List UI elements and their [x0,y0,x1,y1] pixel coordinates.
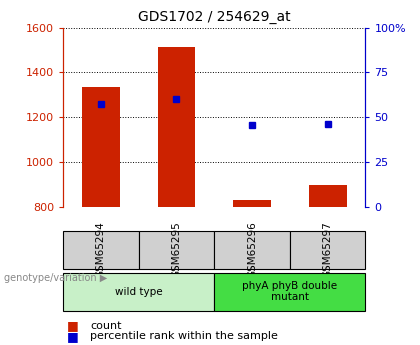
Bar [139,231,214,269]
Bar [63,273,214,310]
Text: GSM65294: GSM65294 [96,222,106,278]
Bar [63,231,139,269]
Text: ■: ■ [67,319,79,333]
Text: count: count [90,321,122,331]
Text: wild type: wild type [115,287,163,296]
Text: percentile rank within the sample: percentile rank within the sample [90,332,278,341]
Bar [290,231,365,269]
Bar [214,231,290,269]
Text: GSM65296: GSM65296 [247,222,257,278]
Text: phyA phyB double
mutant: phyA phyB double mutant [242,281,337,302]
Title: GDS1702 / 254629_at: GDS1702 / 254629_at [138,10,291,24]
Bar [233,200,271,207]
Text: ■: ■ [67,330,79,343]
Bar [309,185,346,207]
Text: genotype/variation ▶: genotype/variation ▶ [4,273,108,283]
Bar [158,47,195,207]
Text: GSM65295: GSM65295 [171,222,181,278]
Bar [82,87,120,207]
Bar [214,273,365,310]
Text: GSM65297: GSM65297 [323,222,333,278]
